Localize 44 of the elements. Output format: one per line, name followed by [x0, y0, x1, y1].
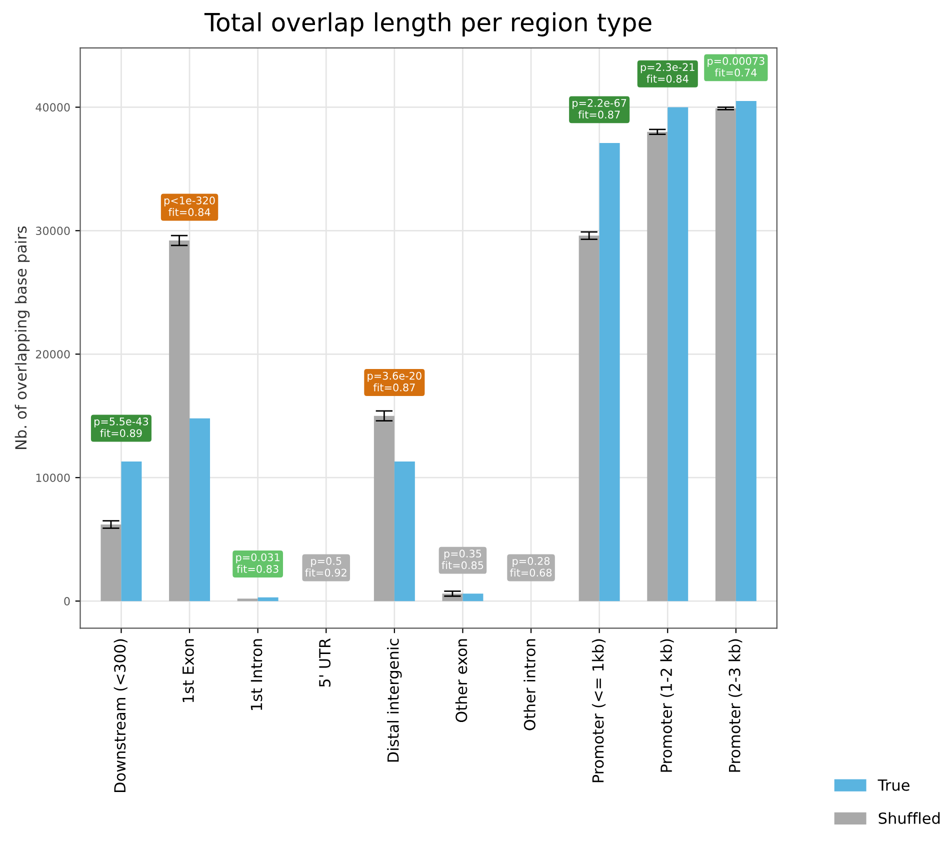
annotation: p=2.2e-67 fit=0.87	[572, 98, 626, 119]
x-tick-label: Distal intergenic	[387, 638, 402, 762]
bar	[374, 416, 394, 602]
y-tick-label: 0	[64, 597, 70, 606]
bar	[578, 236, 600, 602]
bar	[668, 107, 688, 602]
bar	[736, 101, 756, 602]
x-tick-label: 1st Intron	[250, 639, 262, 710]
bar	[169, 240, 190, 602]
x-tick-label: Promoter (2-3 kb)	[728, 639, 742, 772]
x-tick-label: Downstream (<300)	[114, 639, 128, 792]
bar	[599, 143, 620, 602]
annotation: p=0.35 fit=0.85	[442, 550, 484, 570]
annotation: p=0.00073 fit=0.74	[708, 57, 764, 77]
y-tick-label: 20000	[36, 350, 70, 359]
x-tick-label: 5' UTR	[319, 638, 331, 687]
annotation: p=2.3e-21 fit=0.84	[640, 63, 694, 83]
bar	[190, 418, 210, 602]
legend-label: True	[878, 780, 910, 791]
y-tick-label: 10000	[36, 474, 70, 482]
bar	[462, 594, 484, 602]
x-tick-label: Other intron	[524, 639, 536, 730]
bar	[394, 462, 415, 602]
annotation: p=0.5 fit=0.92	[305, 557, 346, 577]
x-tick-label: Promoter (<= 1kb)	[592, 639, 606, 782]
annotation: p=3.6e-20 fit=0.87	[368, 372, 422, 392]
x-tick-label: Promoter (1-2 kb)	[660, 639, 674, 772]
annotation: p=0.031 fit=0.83	[236, 553, 280, 573]
legend-label: Shuffled	[878, 812, 940, 824]
bar	[258, 597, 278, 602]
x-tick-label: Other exon	[455, 639, 468, 722]
bar	[237, 598, 258, 602]
chart-title: Total overlap length per region type	[204, 12, 652, 36]
bar	[715, 108, 736, 602]
annotation: p=0.28 fit=0.68	[510, 557, 552, 577]
bar	[100, 524, 122, 602]
annotation: p=5.5e-43 fit=0.89	[94, 418, 148, 438]
x-tick-label: 1st Exon	[182, 639, 194, 702]
y-tick-label: 30000	[36, 226, 70, 236]
annotation: p<1e-320 fit=0.84	[164, 196, 215, 216]
y-axis-title: Nb. of overlapping base pairs	[14, 226, 30, 449]
bar	[121, 462, 142, 602]
bar	[647, 132, 668, 602]
y-tick-label: 40000	[36, 103, 70, 112]
